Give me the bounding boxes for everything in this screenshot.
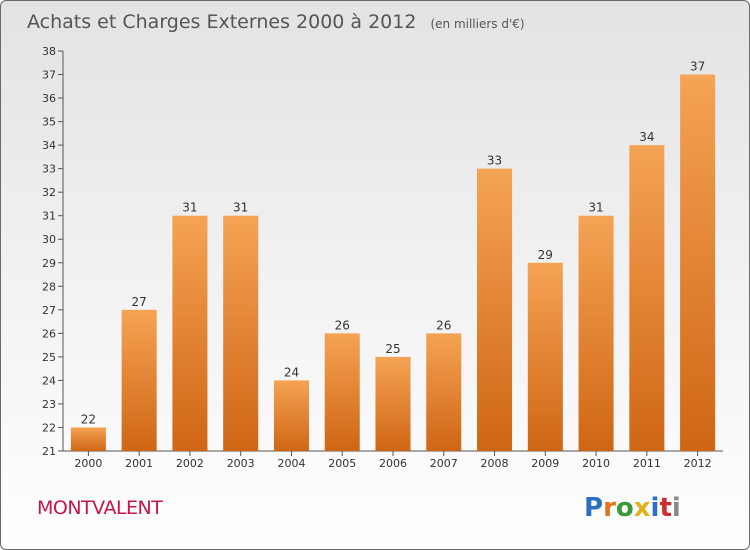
data-label: 26 (436, 318, 451, 332)
x-tick-label: 2009 (531, 457, 559, 470)
x-tick-label: 2001 (125, 457, 153, 470)
x-tick-label: 2012 (684, 457, 712, 470)
data-label: 26 (335, 318, 350, 332)
y-tick-label: 38 (42, 45, 56, 58)
data-label: 31 (588, 201, 603, 215)
bar (273, 380, 309, 451)
data-label: 37 (690, 60, 705, 74)
y-tick-label: 34 (42, 139, 56, 152)
bar (680, 74, 716, 451)
data-labels-group: 22 27 31 31 24 26 25 26 33 29 31 34 37 (81, 60, 706, 427)
data-label: 24 (284, 365, 299, 379)
y-axis: 21 22 23 24 25 26 27 28 29 30 31 32 33 34 35 36 37 38 (42, 45, 64, 458)
logo-letter: r (603, 493, 616, 523)
data-label: 27 (132, 295, 147, 309)
x-tick-label: 2000 (74, 457, 102, 470)
y-tick-label: 33 (42, 163, 56, 176)
x-tick-label: 2004 (277, 457, 305, 470)
x-tick-label: 2005 (328, 457, 356, 470)
y-tick-label: 25 (42, 351, 56, 364)
y-tick-label: 22 (42, 421, 56, 434)
y-tick-label: 32 (42, 186, 56, 199)
bar (223, 215, 259, 451)
y-tick-label: 35 (42, 116, 56, 129)
x-tick-label: 2008 (481, 457, 509, 470)
y-tick-label: 23 (42, 398, 56, 411)
bar (375, 356, 411, 451)
y-tick-label: 36 (42, 92, 56, 105)
bar (527, 262, 563, 451)
data-label: 29 (538, 248, 553, 262)
bar (172, 215, 208, 451)
data-label: 25 (385, 342, 400, 356)
chart-subtitle: (en milliers d'€) (430, 17, 524, 31)
y-tick-label: 37 (42, 69, 56, 82)
y-tick-label: 24 (42, 374, 56, 387)
x-tick-label: 2003 (227, 457, 255, 470)
bar (477, 168, 513, 451)
x-tick-label: 2002 (176, 457, 204, 470)
bar (121, 309, 157, 451)
bar (324, 333, 360, 451)
data-label: 22 (81, 412, 96, 426)
y-tick-label: 21 (42, 445, 56, 458)
logo-letter: t (659, 493, 671, 523)
y-tick-label: 31 (42, 210, 56, 223)
logo-letter: P (584, 493, 603, 523)
chart-title: Achats et Charges Externes 2000 à 2012 (… (27, 11, 525, 33)
y-tick-label: 30 (42, 233, 56, 246)
x-tick-label: 2010 (582, 457, 610, 470)
data-label: 33 (487, 154, 502, 168)
proxiti-logo: Proxiti (584, 493, 681, 523)
x-axis: 2000 2001 2002 2003 2004 2005 2006 2007 2008 2009… (63, 450, 723, 470)
chart-title-text: Achats et Charges Externes 2000 à 2012 (27, 11, 416, 33)
logo-letter: x (634, 493, 651, 523)
x-tick-label: 2007 (430, 457, 458, 470)
y-tick-label: 29 (42, 257, 56, 270)
logo-letter: o (616, 493, 634, 523)
bar (629, 145, 665, 451)
bars-group (70, 74, 716, 451)
x-tick-label: 2006 (379, 457, 407, 470)
place-name: MONTVALENT (37, 497, 163, 519)
x-tick-label: 2011 (633, 457, 661, 470)
logo-letter: i (672, 493, 681, 523)
logo-letter: i (651, 493, 660, 523)
bar (578, 215, 614, 451)
data-label: 31 (182, 201, 197, 215)
y-tick-label: 28 (42, 280, 56, 293)
data-label: 34 (639, 130, 654, 144)
y-tick-label: 26 (42, 327, 56, 340)
bar (426, 333, 462, 451)
y-tick-label: 27 (42, 304, 56, 317)
bar (70, 427, 106, 451)
data-label: 31 (233, 201, 248, 215)
